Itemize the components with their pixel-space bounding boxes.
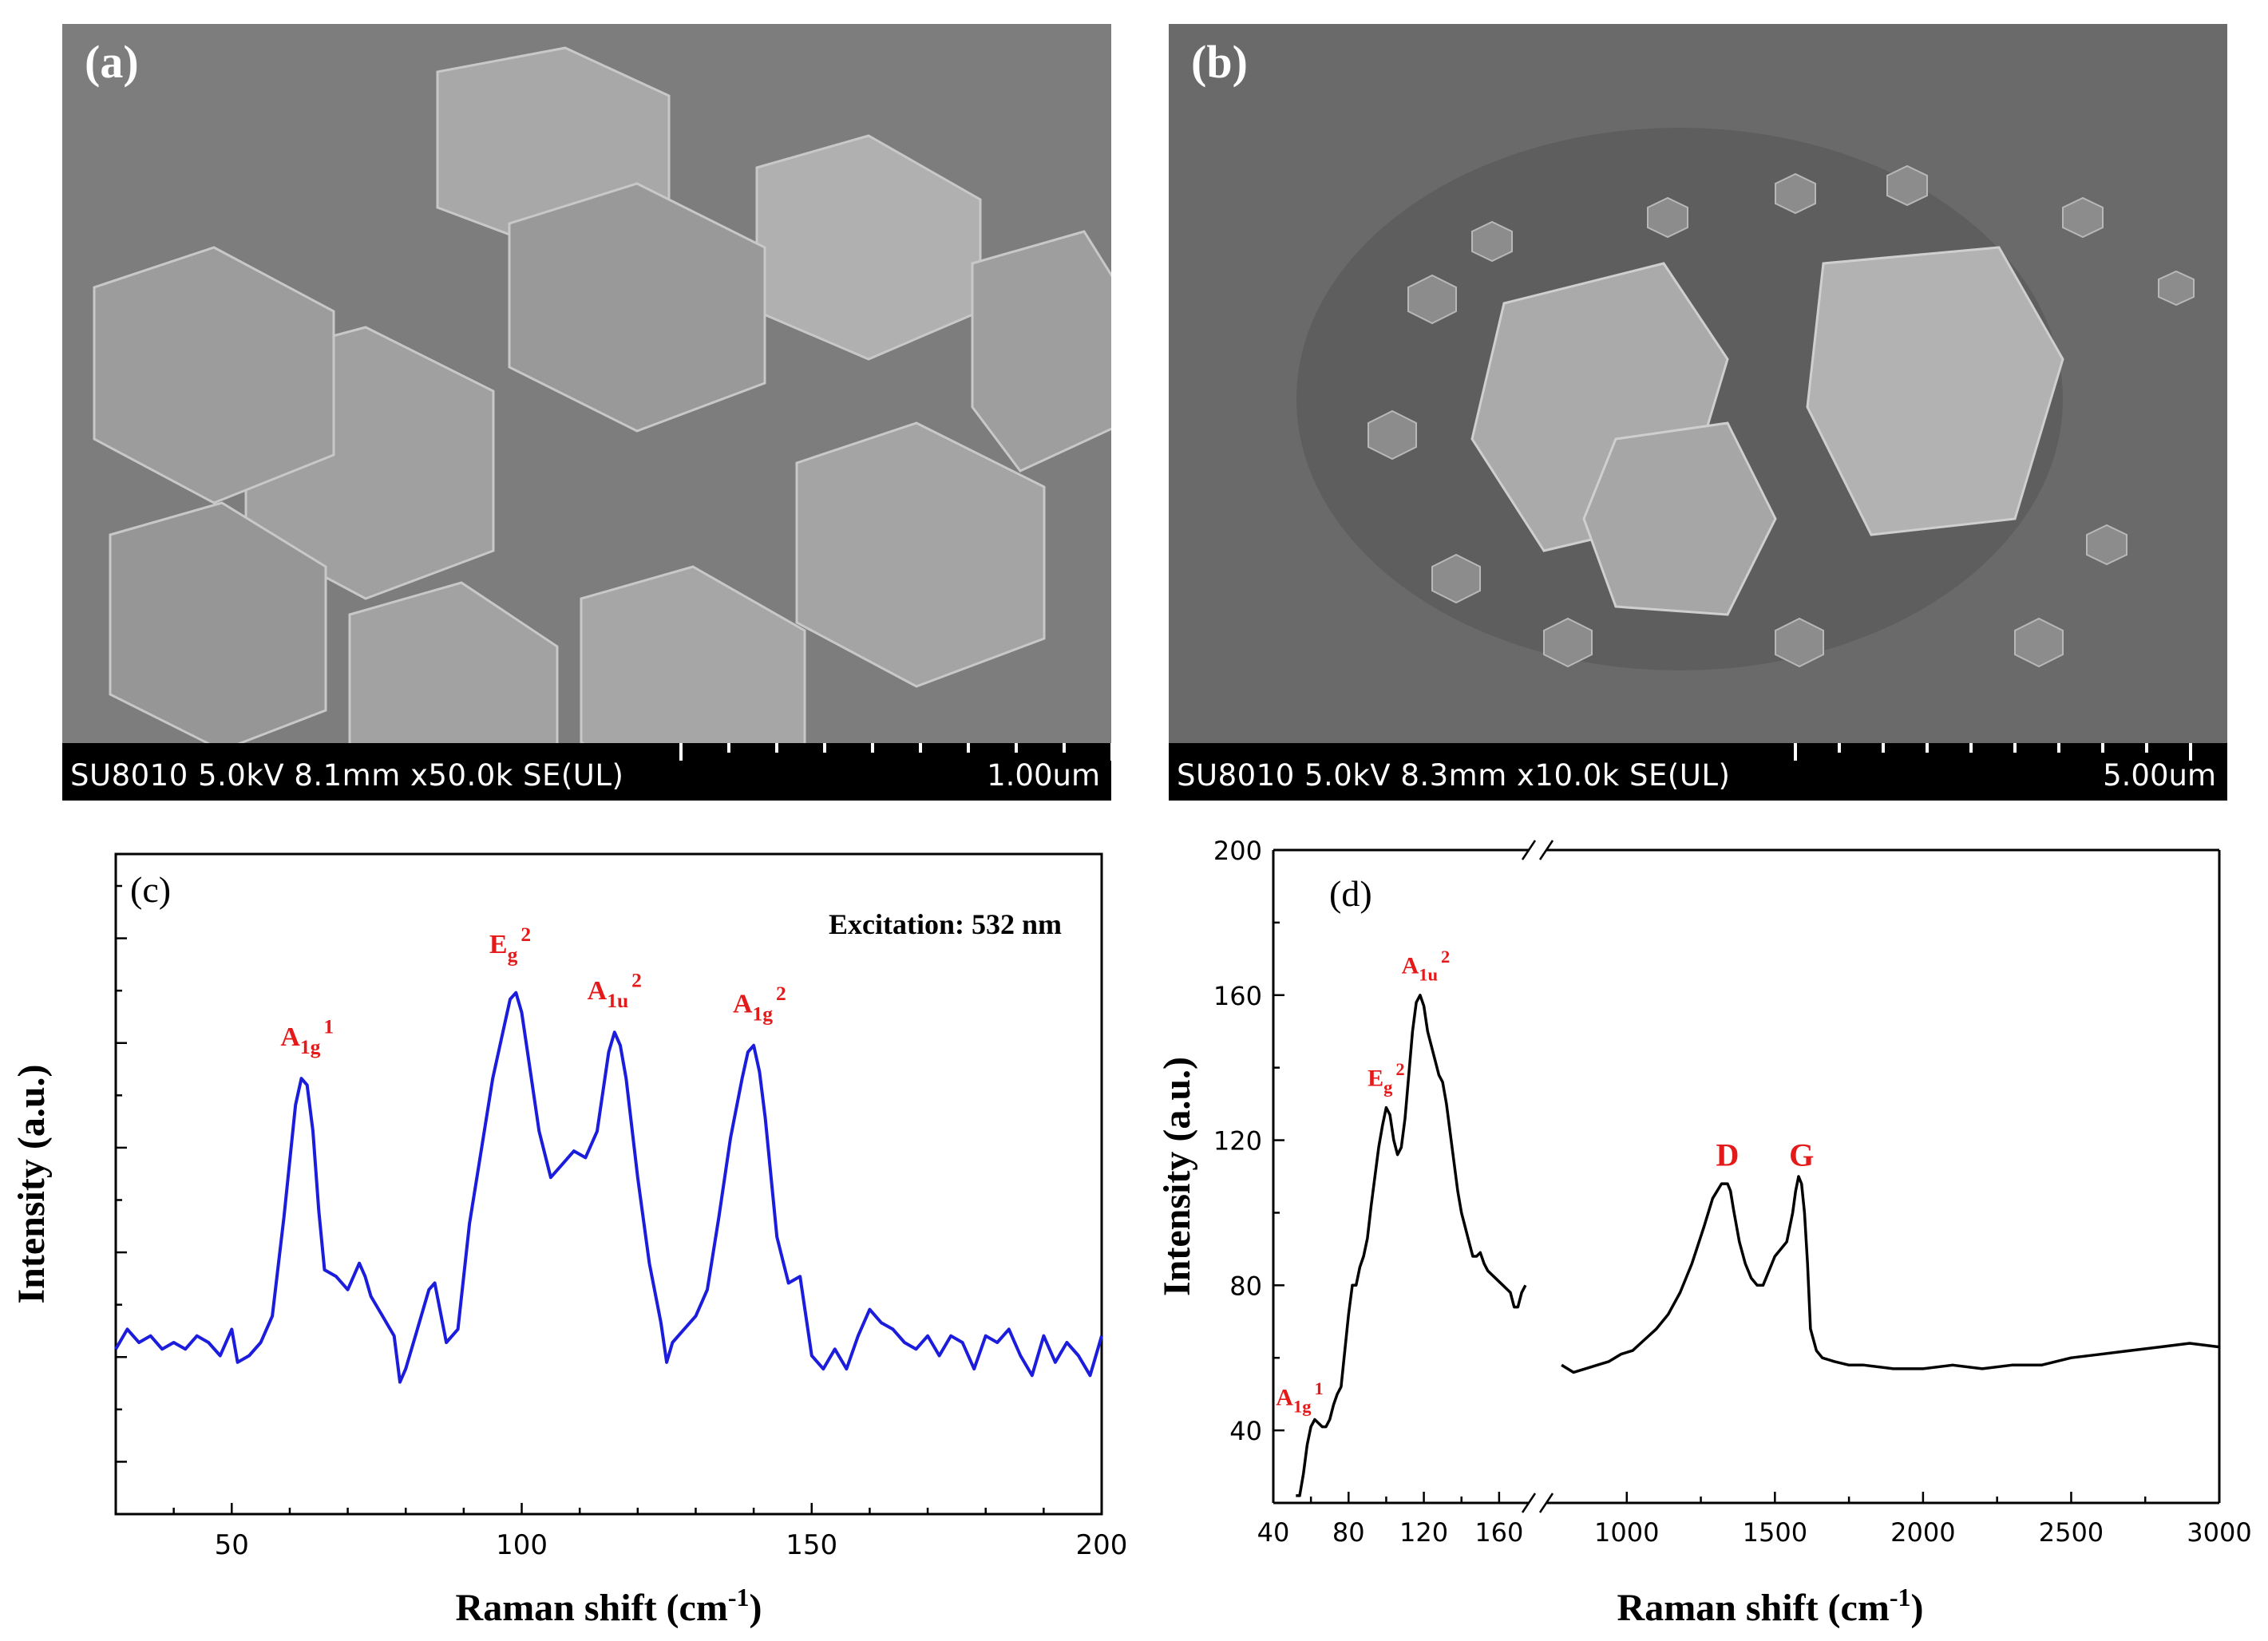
raman-chart-d: 40 80 120 160 200 40 80 120 160 1000 1500 2000 2500 3… <box>1156 836 2252 1629</box>
peak-label-3: D <box>1716 1137 1740 1172</box>
panel-label-a: (a) <box>85 36 139 88</box>
scale-label-a: 1.00um <box>987 758 1100 793</box>
panel-label-b: (b) <box>1191 36 1248 88</box>
sem-micrograph-a <box>62 24 1111 801</box>
x-tick-label: 160 <box>1474 1517 1523 1548</box>
axis-break-mark <box>1538 1493 1554 1513</box>
x-axis-label: Raman shift (cm-1) <box>456 1583 762 1629</box>
peak-label-0: A1g1 <box>280 1015 334 1059</box>
sem-info-text-b: SU8010 5.0kV 8.3mm x10.0k SE(UL) <box>1177 758 1731 793</box>
plot-frame <box>114 852 1103 1516</box>
x-tick-label: 3000 <box>2187 1517 2251 1548</box>
x-tick-label: 200 <box>1076 1529 1128 1561</box>
scale-ticks-b <box>1794 743 2192 761</box>
axis-break-mark <box>1521 1493 1537 1513</box>
x-tick-label: 1000 <box>1594 1517 1659 1548</box>
panel-label-d: (d) <box>1329 873 1372 914</box>
y-tick-label: 120 <box>1213 1126 1262 1157</box>
y-tick-label: 200 <box>1213 836 1262 866</box>
peak-label-1: Eg2 <box>489 923 531 967</box>
scale-label-b: 5.00um <box>2103 758 2216 793</box>
scale-ticks-a <box>679 743 1111 761</box>
x-axis-label: Raman shift (cm-1) <box>1617 1583 1924 1629</box>
y-tick-label: 80 <box>1229 1271 1262 1301</box>
sem-image-b: (b) SU8010 5.0kV 8.3mm x10.0k SE(UL) 5.0… <box>1169 24 2227 801</box>
peak-label-3: A1g2 <box>733 982 786 1026</box>
y-tick-label: 40 <box>1229 1416 1262 1446</box>
axis-break-mark <box>1521 840 1537 860</box>
sem-info-bar-b: SU8010 5.0kV 8.3mm x10.0k SE(UL) 5.00um <box>1169 743 2227 801</box>
peak-label-2: A1u2 <box>1402 947 1451 985</box>
series-line-1 <box>1296 994 1527 1497</box>
y-tick-label: 160 <box>1213 981 1262 1011</box>
y-axis-label: Intensity (a.u.) <box>10 1064 53 1303</box>
peak-label-4: G <box>1789 1137 1814 1172</box>
x-tick-label: 2000 <box>1890 1517 1955 1548</box>
x-tick-label: 80 <box>1332 1517 1365 1548</box>
x-tick-label: 150 <box>786 1529 837 1561</box>
x-tick-label: 1500 <box>1743 1517 1807 1548</box>
x-tick-label: 100 <box>496 1529 548 1561</box>
peak-label-1: Eg2 <box>1368 1059 1405 1097</box>
panel-label-c: (c) <box>130 869 171 910</box>
sem-info-text-a: SU8010 5.0kV 8.1mm x50.0k SE(UL) <box>70 758 624 793</box>
x-tick-label: 2500 <box>2039 1517 2104 1548</box>
x-tick-label: 120 <box>1399 1517 1448 1548</box>
excitation-annotation: Excitation: 532 nm <box>829 908 1062 940</box>
y-axis-label: Intensity (a.u.) <box>1156 1057 1198 1296</box>
sem-image-a: (a) SU8010 5.0kV 8.1mm x50.0k SE(UL) 1.0… <box>62 24 1111 801</box>
peak-label-0: A1g1 <box>1276 1378 1323 1417</box>
axis-break-mark <box>1538 840 1554 860</box>
sem-micrograph-b <box>1169 24 2227 801</box>
x-tick-label: 50 <box>215 1529 249 1561</box>
sem-info-bar-a: SU8010 5.0kV 8.1mm x50.0k SE(UL) 1.00um <box>62 743 1111 801</box>
peak-label-2: A1u2 <box>588 969 642 1013</box>
x-tick-label: 40 <box>1257 1517 1290 1548</box>
series-line-2 <box>1561 1175 2220 1374</box>
raman-chart-c: 50 100 150 200 A1g1 Eg2 A1u2 A1g2 (c) Excitation:… <box>10 852 1128 1629</box>
series-line <box>114 991 1103 1384</box>
